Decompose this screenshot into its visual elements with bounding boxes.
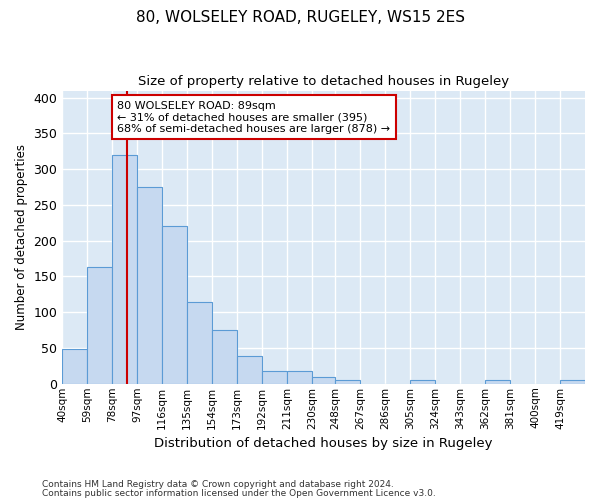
Bar	[212, 330, 237, 384]
Bar	[187, 302, 212, 384]
Text: 80, WOLSELEY ROAD, RUGELEY, WS15 2ES: 80, WOLSELEY ROAD, RUGELEY, WS15 2ES	[136, 10, 464, 25]
Bar	[112, 155, 137, 384]
Bar	[485, 380, 510, 384]
Bar	[560, 380, 585, 384]
Bar	[137, 187, 162, 384]
Y-axis label: Number of detached properties: Number of detached properties	[15, 144, 28, 330]
Bar	[87, 267, 112, 384]
Bar	[287, 371, 312, 384]
Text: 80 WOLSELEY ROAD: 89sqm
← 31% of detached houses are smaller (395)
68% of semi-d: 80 WOLSELEY ROAD: 89sqm ← 31% of detache…	[118, 100, 391, 134]
Title: Size of property relative to detached houses in Rugeley: Size of property relative to detached ho…	[138, 75, 509, 88]
X-axis label: Distribution of detached houses by size in Rugeley: Distribution of detached houses by size …	[154, 437, 493, 450]
Bar	[162, 226, 187, 384]
Bar	[237, 356, 262, 384]
Bar	[335, 380, 361, 384]
Text: Contains HM Land Registry data © Crown copyright and database right 2024.: Contains HM Land Registry data © Crown c…	[42, 480, 394, 489]
Bar	[312, 376, 335, 384]
Bar	[262, 371, 287, 384]
Bar	[410, 380, 435, 384]
Bar	[62, 350, 87, 384]
Text: Contains public sector information licensed under the Open Government Licence v3: Contains public sector information licen…	[42, 490, 436, 498]
